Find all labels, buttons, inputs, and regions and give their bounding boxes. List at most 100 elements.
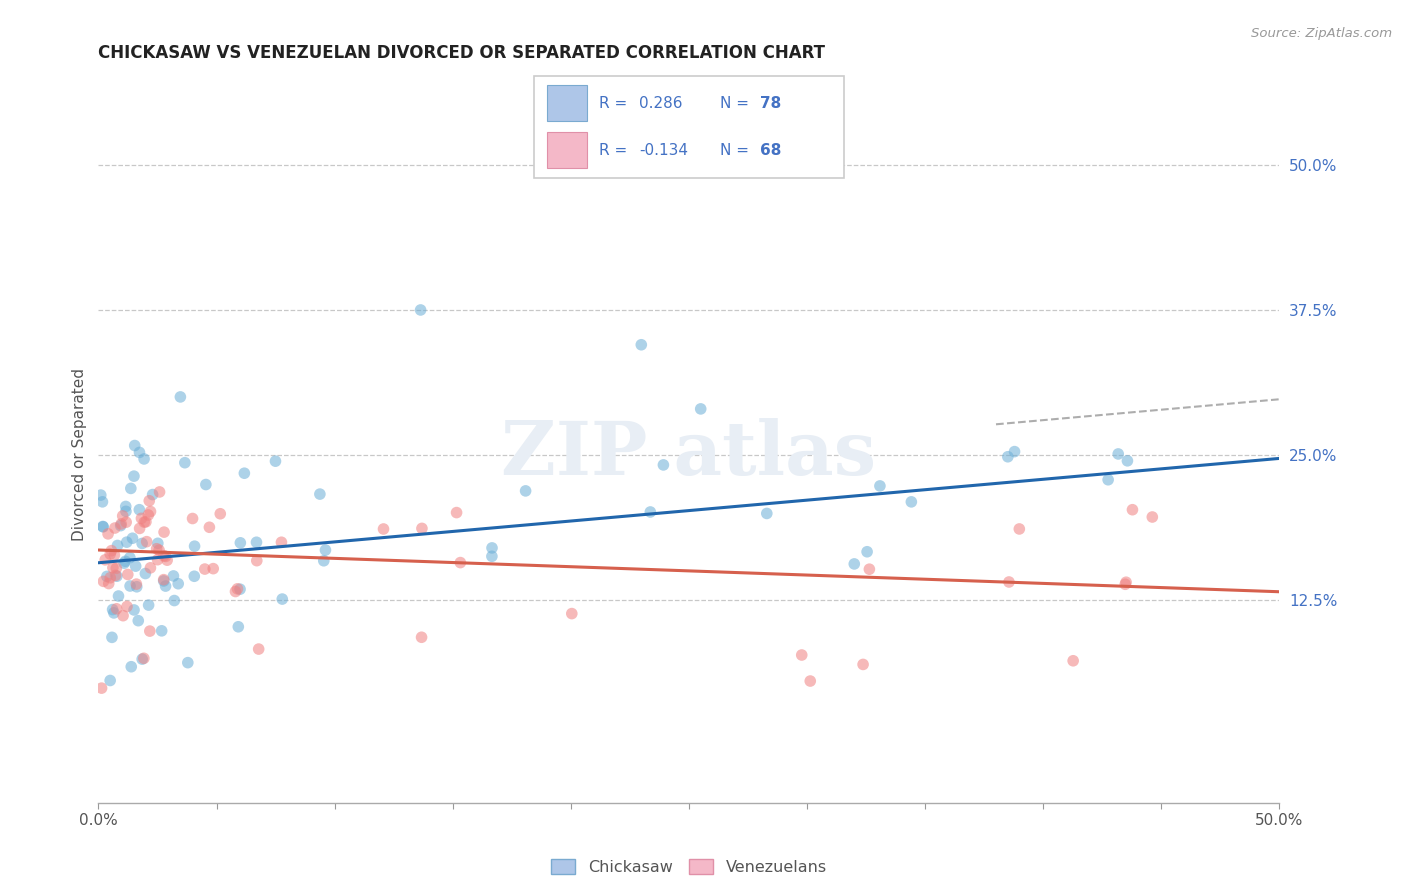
Point <box>124 559 146 574</box>
Point <box>128 445 150 459</box>
Point <box>135 515 157 529</box>
Point <box>183 539 205 553</box>
Point <box>247 642 270 657</box>
Point <box>264 454 287 468</box>
Point <box>409 303 432 318</box>
Point <box>869 479 891 493</box>
Point <box>198 520 221 534</box>
Point <box>900 495 922 509</box>
Text: -0.134: -0.134 <box>640 143 689 158</box>
Point <box>128 502 150 516</box>
Point <box>139 504 162 518</box>
Point <box>131 511 153 525</box>
Point <box>153 549 176 563</box>
Point <box>98 673 121 688</box>
Point <box>90 488 112 502</box>
Point <box>135 534 157 549</box>
Point <box>167 576 190 591</box>
Point <box>146 536 169 550</box>
Point <box>312 554 335 568</box>
Text: Source: ZipAtlas.com: Source: ZipAtlas.com <box>1251 27 1392 40</box>
Point <box>131 536 153 550</box>
Point <box>111 508 134 523</box>
Point <box>90 681 112 695</box>
Text: ZIP atlas: ZIP atlas <box>502 418 876 491</box>
Point <box>91 520 114 534</box>
Point <box>1114 577 1136 591</box>
Point <box>148 543 170 558</box>
Point <box>107 589 129 603</box>
Point <box>755 507 778 521</box>
Point <box>314 543 336 558</box>
Point <box>120 659 142 673</box>
Point <box>373 522 395 536</box>
Text: N =: N = <box>720 95 754 111</box>
Point <box>105 569 128 583</box>
Point <box>98 547 121 561</box>
Point <box>183 569 205 583</box>
Point <box>446 506 468 520</box>
Point <box>181 511 204 525</box>
Bar <box>547 85 586 121</box>
Point <box>224 584 246 599</box>
Point <box>799 674 821 689</box>
Point <box>124 438 146 452</box>
Point <box>145 541 167 556</box>
Legend: Chickasaw, Venezuelans: Chickasaw, Venezuelans <box>551 859 827 875</box>
Point <box>138 598 160 612</box>
Point <box>122 603 145 617</box>
Point <box>120 482 142 496</box>
Point <box>122 469 145 483</box>
Point <box>112 556 135 570</box>
Point <box>246 554 269 568</box>
Point <box>125 577 148 591</box>
Point <box>226 582 249 596</box>
Point <box>100 543 122 558</box>
Point <box>97 576 120 591</box>
Text: R =: R = <box>599 143 633 158</box>
Point <box>309 487 332 501</box>
Point <box>515 483 537 498</box>
Point <box>652 458 675 472</box>
Point <box>177 656 200 670</box>
Point <box>1097 473 1119 487</box>
Point <box>91 495 114 509</box>
Point <box>229 582 252 597</box>
Point <box>153 525 176 540</box>
Point <box>120 579 142 593</box>
Point <box>481 541 503 555</box>
Point <box>270 535 292 549</box>
Point <box>139 624 162 639</box>
Point <box>105 561 128 575</box>
Point <box>105 602 128 616</box>
Point <box>132 651 155 665</box>
Point <box>148 485 170 500</box>
Point <box>115 535 138 549</box>
Point <box>134 515 156 529</box>
Point <box>101 631 124 645</box>
Point <box>110 518 132 533</box>
Point <box>138 493 160 508</box>
Point <box>152 574 174 588</box>
Text: 78: 78 <box>761 95 782 111</box>
Point <box>844 557 866 571</box>
Point <box>202 561 225 575</box>
Point <box>155 549 177 564</box>
Point <box>640 505 662 519</box>
Point <box>245 535 267 549</box>
Point <box>136 508 159 522</box>
Point <box>94 553 117 567</box>
Point <box>1107 447 1129 461</box>
Point <box>1062 654 1084 668</box>
Point <box>630 338 652 352</box>
Point <box>209 507 232 521</box>
Point <box>103 606 125 620</box>
Point <box>114 554 136 568</box>
Point <box>229 536 252 550</box>
Point <box>134 566 156 581</box>
Point <box>449 556 471 570</box>
Point <box>561 607 583 621</box>
FancyBboxPatch shape <box>534 76 844 178</box>
Point <box>104 521 127 535</box>
Point <box>226 620 249 634</box>
